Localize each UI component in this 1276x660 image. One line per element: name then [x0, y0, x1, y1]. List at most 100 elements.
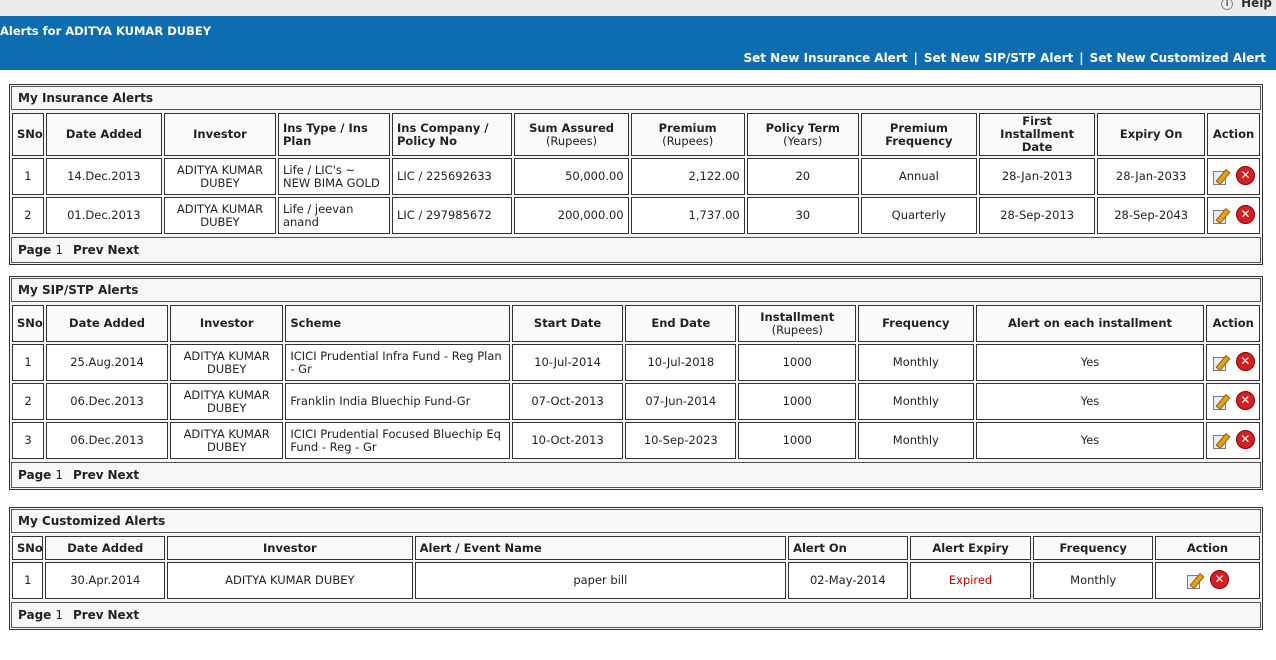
page-number: 1 [55, 468, 63, 482]
cell-frequency: Quarterly [860, 197, 978, 234]
insurance-pager: Page 1 Prev Next [11, 237, 1261, 263]
cell-installment: 1000 [738, 383, 857, 420]
col-alert-on: Alert On [788, 536, 908, 560]
col-date-added: Date Added [45, 113, 162, 156]
page-label: Page [18, 243, 52, 257]
page-label: Page [18, 468, 52, 482]
col-policy-term-label: Policy Term [765, 120, 840, 135]
cell-investor: ADITYA KUMAR DUBEY [170, 383, 284, 420]
table-row: 2 06.Dec.2013 ADITYA KUMAR DUBEY Frankli… [12, 383, 1260, 420]
header-links: Set New Insurance Alert | Set New SIP/STP … [743, 51, 1266, 65]
col-sno: SNo [12, 113, 44, 156]
col-frequency: Frequency [1033, 536, 1153, 560]
delete-icon[interactable]: ✕ [1235, 352, 1255, 372]
cell-installment: 1000 [738, 422, 857, 459]
insurance-header-row: SNo Date Added Investor Ins Type / Ins P… [12, 113, 1260, 156]
sip-pager: Page 1 Prev Next [11, 462, 1261, 488]
cell-frequency: Monthly [858, 344, 974, 381]
cell-premium: 2,122.00 [630, 158, 745, 195]
col-premium-label: Premium [658, 120, 717, 135]
cell-date-added: 25.Aug.2014 [46, 344, 168, 381]
cell-investor: ADITYA KUMAR DUBEY [163, 158, 276, 195]
page-number: 1 [55, 608, 63, 622]
cell-frequency: Monthly [858, 383, 974, 420]
cell-sum-assured: 50,000.00 [514, 158, 629, 195]
col-ins-type: Ins Type / Ins Plan [277, 113, 390, 156]
table-row: 3 06.Dec.2013 ADITYA KUMAR DUBEY ICICI P… [12, 422, 1260, 459]
cell-sno: 2 [12, 383, 45, 420]
cell-scheme: Franklin India Bluechip Fund-Gr [285, 383, 510, 420]
cell-alert-expiry: Expired [909, 562, 1032, 599]
custom-alerts-title: My Customized Alerts [11, 509, 1261, 533]
next-link[interactable]: Next [107, 243, 140, 257]
cell-date-added: 30.Apr.2014 [45, 562, 166, 599]
cell-expiry: 28-Sep-2043 [1097, 197, 1206, 234]
col-end-date: End Date [625, 305, 737, 342]
cell-policy-term: 30 [746, 197, 859, 234]
col-start-date: Start Date [511, 305, 624, 342]
cell-expiry: 28-Jan-2033 [1097, 158, 1206, 195]
page-label: Page [18, 608, 52, 622]
delete-icon[interactable]: ✕ [1235, 430, 1255, 450]
cell-date-added: 14.Dec.2013 [45, 158, 162, 195]
edit-icon[interactable] [1212, 354, 1231, 371]
cell-first-installment: 28-Jan-2013 [979, 158, 1096, 195]
help-link[interactable]: i Help [1221, 0, 1272, 10]
cell-end-date: 10-Jul-2018 [625, 344, 737, 381]
col-sno: SNo [12, 305, 45, 342]
delete-icon[interactable]: ✕ [1236, 205, 1256, 225]
cell-scheme: ICICI Prudential Infra Fund - Reg Plan -… [285, 344, 510, 381]
edit-icon[interactable] [1212, 432, 1231, 449]
cell-start-date: 07-Oct-2013 [511, 383, 624, 420]
cell-investor: ADITYA KUMAR DUBEY [170, 344, 284, 381]
cell-policy-term: 20 [746, 158, 859, 195]
cell-alert-each: Yes [975, 422, 1205, 459]
edit-icon[interactable] [1212, 393, 1231, 410]
cell-alert-event-name: paper bill [414, 562, 787, 599]
edit-icon[interactable] [1186, 572, 1205, 589]
delete-icon[interactable]: ✕ [1235, 391, 1255, 411]
set-new-insurance-alert-link[interactable]: Set New Insurance Alert [743, 51, 908, 65]
cell-start-date: 10-Jul-2014 [511, 344, 624, 381]
sip-alerts-title: My SIP/STP Alerts [11, 278, 1261, 302]
cell-investor: ADITYA KUMAR DUBEY [163, 197, 276, 234]
col-premium-unit: (Rupees) [662, 133, 714, 148]
custom-header-row: SNo Date Added Investor Alert / Event Na… [12, 536, 1260, 560]
cell-alert-each: Yes [975, 383, 1205, 420]
page-number: 1 [55, 243, 63, 257]
col-policy-term: Policy Term (Years) [746, 113, 859, 156]
cell-scheme: ICICI Prudential Focused Bluechip Eq Fun… [285, 422, 510, 459]
edit-icon[interactable] [1212, 207, 1231, 224]
cell-first-installment: 28-Sep-2013 [979, 197, 1096, 234]
prev-link[interactable]: Prev [72, 243, 104, 257]
insurance-alerts-table: SNo Date Added Investor Ins Type / Ins P… [10, 111, 1262, 236]
table-row: 1 30.Apr.2014 ADITYA KUMAR DUBEY paper b… [12, 562, 1260, 599]
page-title: Alerts for ADITYA KUMAR DUBEY [0, 24, 212, 38]
col-alert-each-installment: Alert on each installment [975, 305, 1205, 342]
delete-icon[interactable]: ✕ [1236, 166, 1256, 186]
col-date-added: Date Added [45, 536, 166, 560]
cell-action: ✕ [1207, 158, 1260, 195]
custom-alerts-table: SNo Date Added Investor Alert / Event Na… [10, 534, 1262, 601]
col-alert-event-name: Alert / Event Name [414, 536, 787, 560]
set-new-sip-stp-alert-link[interactable]: Set New SIP/STP Alert [923, 51, 1074, 65]
edit-icon[interactable] [1212, 168, 1231, 185]
col-sum-assured-label: Sum Assured [529, 120, 614, 135]
col-policy-term-unit: (Years) [783, 133, 823, 148]
sip-header-row: SNo Date Added Investor Scheme Start Dat… [12, 305, 1260, 342]
col-frequency: Frequency [858, 305, 974, 342]
next-link[interactable]: Next [107, 608, 140, 622]
cell-end-date: 07-Jun-2014 [625, 383, 737, 420]
prev-link[interactable]: Prev [72, 608, 104, 622]
col-installment: Installment (Rupees) [738, 305, 857, 342]
delete-icon[interactable]: ✕ [1210, 570, 1229, 590]
cell-alert-on: 02-May-2014 [788, 562, 908, 599]
cell-sno: 2 [12, 197, 44, 234]
col-action: Action [1206, 305, 1260, 342]
prev-link[interactable]: Prev [72, 468, 104, 482]
cell-ins-company: LIC / 225692633 [391, 158, 513, 195]
set-new-customized-alert-link[interactable]: Set New Customized Alert [1089, 51, 1266, 65]
next-link[interactable]: Next [107, 468, 140, 482]
insurance-alerts-title: My Insurance Alerts [11, 86, 1261, 110]
col-investor: Investor [163, 113, 276, 156]
